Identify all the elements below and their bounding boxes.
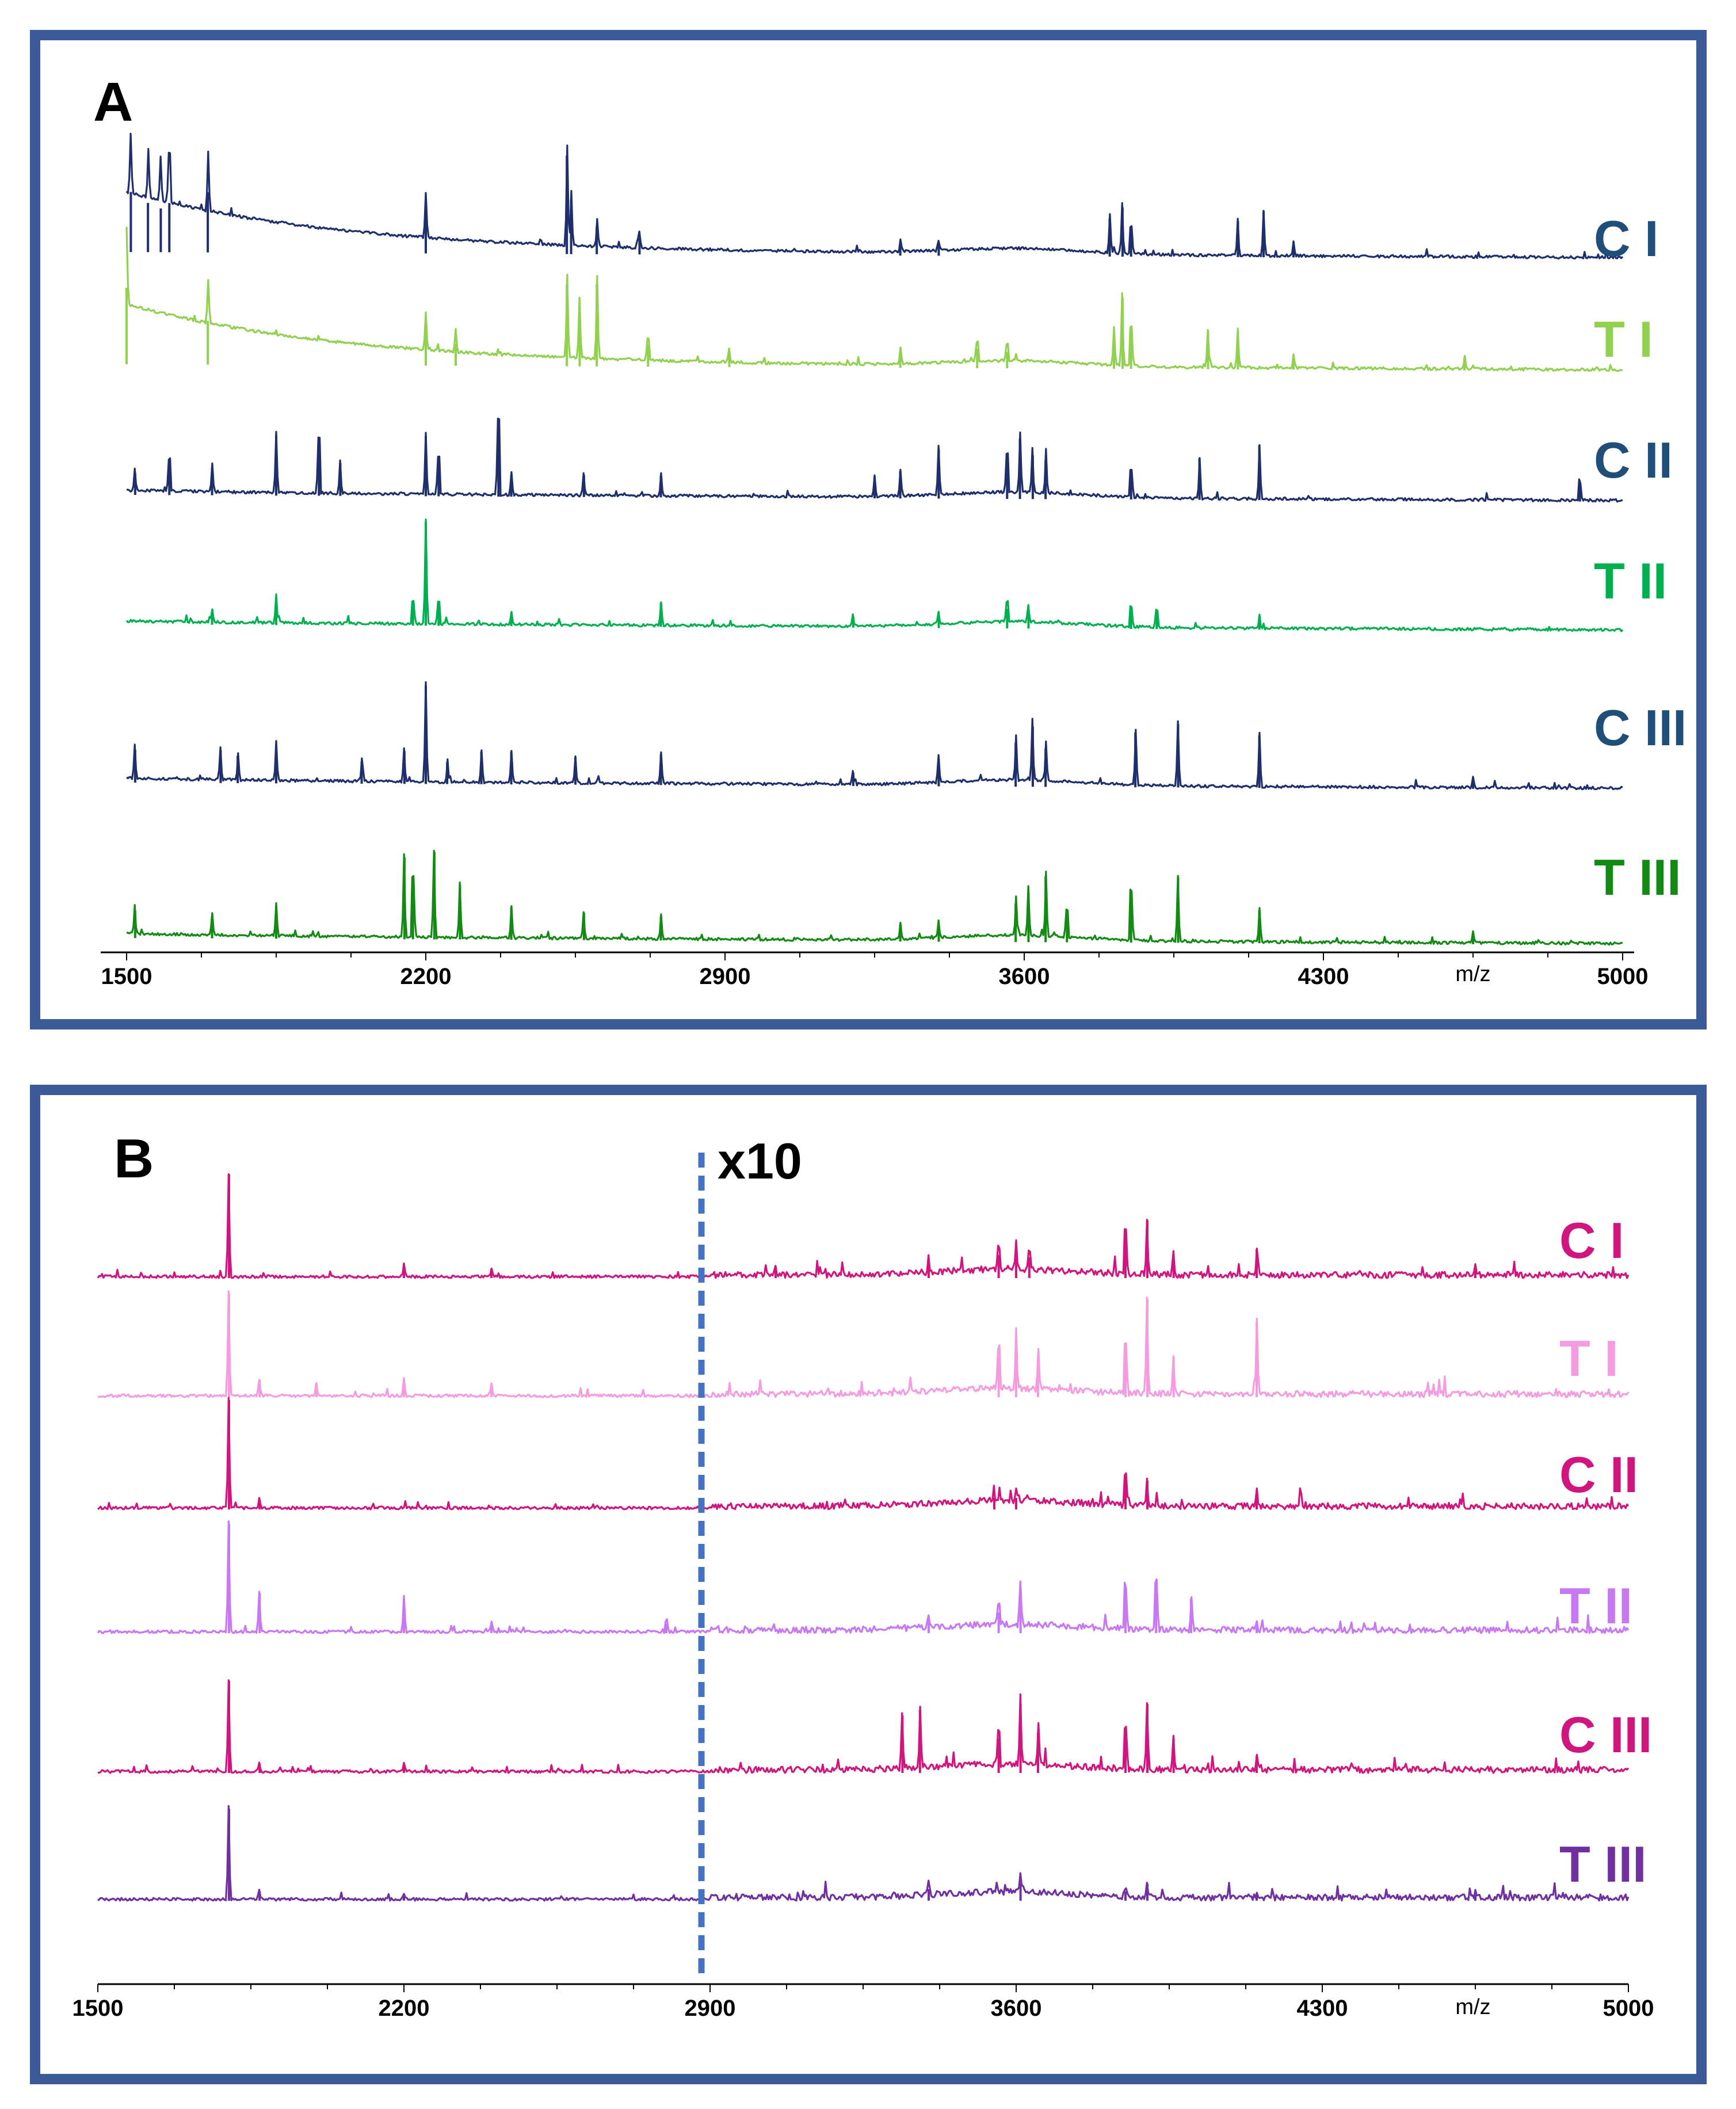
spectrum-line-t-i [97,1290,1630,1398]
series-label-c-i: C I [1559,1212,1624,1269]
spectrum-line-t-ii [97,1520,1630,1634]
spectrum-line-c-i [97,1173,1630,1279]
series-label-t-i: T I [1559,1330,1619,1387]
series-label-c-iii: C III [1559,1706,1652,1763]
x-axis-unit-label: m/z [1455,962,1490,986]
series-label-t-ii: T II [1594,552,1667,609]
spectrum-line-c-iii [97,1679,1630,1774]
spectrum-line-t-iii [97,1805,1630,1902]
series-label-c-ii: C II [1594,432,1673,489]
x-axis-unit-label: m/z [1455,1995,1490,2019]
x-tick-label: 3600 [999,964,1050,989]
series-label-c-ii: C II [1559,1446,1638,1503]
x-tick-label: 3600 [991,1996,1042,2021]
series-label-t-iii: T III [1594,849,1681,906]
series-label-c-iii: C III [1594,699,1687,756]
x-tick-label: 5000 [1603,1996,1654,2021]
spectrum-line-c-ii [97,1397,1630,1511]
scale-annotation: x10 [718,1132,802,1189]
series-label-c-i: C I [1594,210,1658,267]
x-tick-label: 1500 [73,1996,124,2021]
spectrum-line-c-iii [126,681,1623,791]
panel-a-chart: A 1500 2200 2900 3600 4300 5000 m/z C I T I C II T… [93,71,1687,989]
series-label-t-ii: T II [1559,1577,1632,1634]
series-label-t-iii: T III [1559,1836,1647,1893]
x-tick-label: 4300 [1298,964,1349,989]
x-tick-label: 5000 [1597,964,1649,989]
panel-b-letter: B [114,1128,154,1189]
spectrum-line-t-iii [126,849,1623,946]
x-tick-label: 2900 [685,1996,736,2021]
spectrum-line-t-i [125,227,1623,372]
x-tick-label: 2900 [700,964,751,989]
x-tick-label: 2200 [400,964,452,989]
x-tick-label: 4300 [1297,1996,1348,2021]
panel-b: B 1500 2200 2900 3600 4300 5000 m/z C I T I C II T… [30,1085,1707,2084]
panel-a-letter: A [93,71,133,133]
panel-a: A 1500 2200 2900 3600 4300 5000 m/z C I T I C II T… [30,30,1707,1029]
panel-b-chart: B 1500 2200 2900 3600 4300 5000 m/z C I T I C II T… [73,1128,1654,2021]
spectrum-line-c-ii [126,417,1623,503]
series-label-t-i: T I [1594,311,1653,368]
spectrum-line-t-ii [125,518,1624,632]
x-tick-label: 2200 [379,1996,430,2021]
spectrum-line-c-i [125,132,1624,260]
x-tick-label: 1500 [101,964,152,989]
